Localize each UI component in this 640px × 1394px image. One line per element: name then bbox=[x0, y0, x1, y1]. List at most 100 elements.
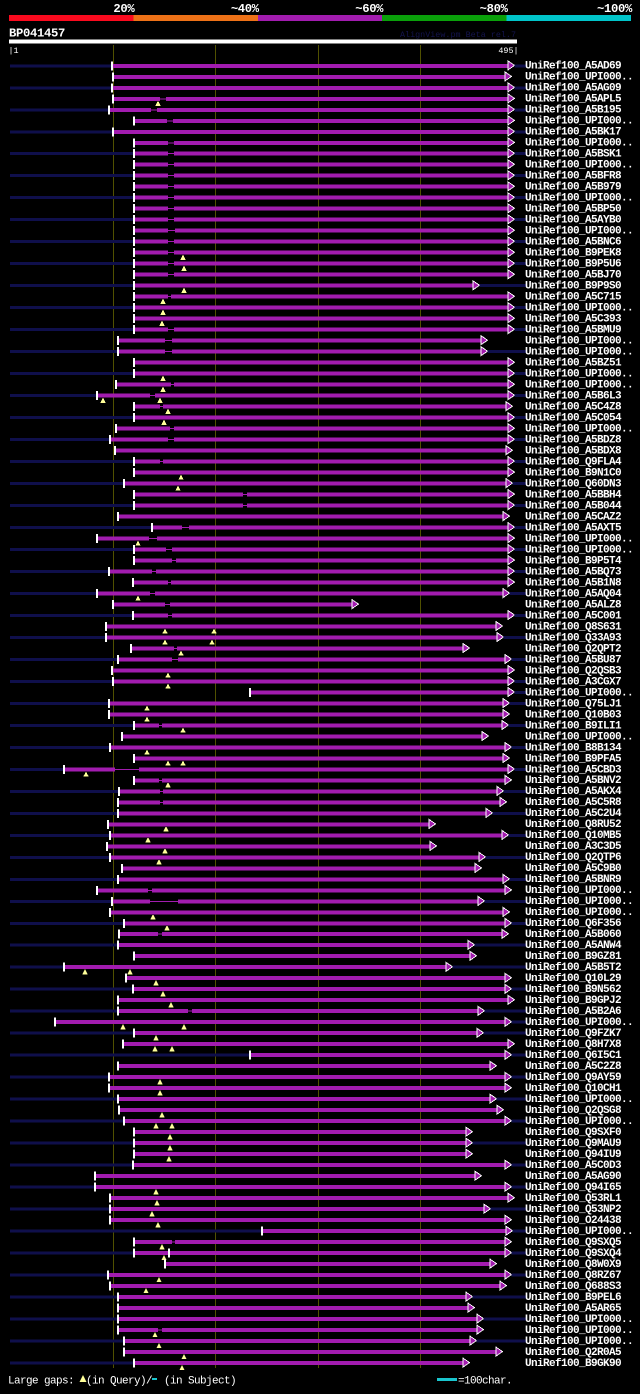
svg-text:UniRef100_A5B060: UniRef100_A5B060 bbox=[525, 929, 621, 941]
svg-text:UniRef100_UPI000..: UniRef100_UPI000.. bbox=[525, 896, 633, 908]
svg-text:UniRef100_B9N1C0: UniRef100_B9N1C0 bbox=[525, 467, 621, 479]
svg-text:UniRef100_A5C0D3: UniRef100_A5C0D3 bbox=[525, 1160, 622, 1172]
svg-text:UniRef100_UPI000..: UniRef100_UPI000.. bbox=[525, 533, 633, 545]
svg-text:UniRef100_Q8H7X8: UniRef100_Q8H7X8 bbox=[525, 1039, 622, 1051]
svg-text:UniRef100_Q9SXQ4: UniRef100_Q9SXQ4 bbox=[525, 1248, 622, 1260]
svg-text:UniRef100_UPI000..: UniRef100_UPI000.. bbox=[525, 193, 633, 205]
svg-text:UniRef100_Q10CH1: UniRef100_Q10CH1 bbox=[525, 1083, 622, 1095]
svg-text:UniRef100_UPI000..: UniRef100_UPI000.. bbox=[525, 544, 633, 556]
svg-text:UniRef100_UPI000..: UniRef100_UPI000.. bbox=[525, 369, 633, 381]
svg-text:UniRef100_B9ILI1: UniRef100_B9ILI1 bbox=[525, 720, 622, 732]
svg-text:UniRef100_B9PEL6: UniRef100_B9PEL6 bbox=[525, 1292, 621, 1304]
svg-text:UniRef100_A5BFR8: UniRef100_A5BFR8 bbox=[525, 171, 622, 183]
svg-text:UniRef100_Q53RL1: UniRef100_Q53RL1 bbox=[525, 1193, 622, 1205]
svg-text:UniRef100_Q2QPT2: UniRef100_Q2QPT2 bbox=[525, 643, 621, 655]
svg-text:UniRef100_Q10L29: UniRef100_Q10L29 bbox=[525, 973, 621, 985]
svg-text:UniRef100_B9GPJ2: UniRef100_B9GPJ2 bbox=[525, 995, 621, 1007]
svg-text:UniRef100_Q9FLA4: UniRef100_Q9FLA4 bbox=[525, 456, 622, 468]
svg-text:UniRef100_UPI000..: UniRef100_UPI000.. bbox=[525, 72, 633, 84]
svg-text:UniRef100_A3C3D5: UniRef100_A3C3D5 bbox=[525, 841, 622, 853]
svg-text:UniRef100_UPI000..: UniRef100_UPI000.. bbox=[525, 138, 633, 150]
svg-text:UniRef100_A5AYB0: UniRef100_A5AYB0 bbox=[525, 215, 621, 227]
svg-text:UniRef100_UPI000..: UniRef100_UPI000.. bbox=[525, 1094, 633, 1106]
svg-text:UniRef100_A5BNR9: UniRef100_A5BNR9 bbox=[525, 874, 621, 886]
svg-text:UniRef100_UPI000..: UniRef100_UPI000.. bbox=[525, 687, 633, 699]
svg-text:UniRef100_UPI000..: UniRef100_UPI000.. bbox=[525, 336, 633, 348]
svg-text:UniRef100_Q9FZK7: UniRef100_Q9FZK7 bbox=[525, 1028, 621, 1040]
svg-text:UniRef100_B9PFA5: UniRef100_B9PFA5 bbox=[525, 753, 622, 765]
svg-text:(in Subject): (in Subject) bbox=[164, 1376, 236, 1388]
svg-text:UniRef100_Q60DN3: UniRef100_Q60DN3 bbox=[525, 478, 622, 490]
svg-text:UniRef100_Q6F356: UniRef100_Q6F356 bbox=[525, 918, 621, 930]
svg-text:BP041457: BP041457 bbox=[9, 27, 65, 41]
svg-text:|1: |1 bbox=[9, 46, 19, 56]
svg-text:UniRef100_A5BDX8: UniRef100_A5BDX8 bbox=[525, 446, 622, 458]
svg-text:UniRef100_A5ALZ8: UniRef100_A5ALZ8 bbox=[525, 599, 622, 611]
svg-text:UniRef100_A5BNV2: UniRef100_A5BNV2 bbox=[525, 775, 621, 787]
svg-text:UniRef100_Q2QTP6: UniRef100_Q2QTP6 bbox=[525, 852, 621, 864]
svg-text:UniRef100_Q9SXF0: UniRef100_Q9SXF0 bbox=[525, 1127, 621, 1139]
svg-text:UniRef100_A5BK17: UniRef100_A5BK17 bbox=[525, 127, 621, 139]
svg-text:UniRef100_A5AR65: UniRef100_A5AR65 bbox=[525, 1303, 622, 1315]
svg-text:UniRef100_Q10MB5: UniRef100_Q10MB5 bbox=[525, 830, 622, 842]
svg-text:UniRef100_A5B2A6: UniRef100_A5B2A6 bbox=[525, 1006, 621, 1018]
svg-text:UniRef100_UPI000..: UniRef100_UPI000.. bbox=[525, 1325, 633, 1337]
svg-text:UniRef100_A3CGX7: UniRef100_A3CGX7 bbox=[525, 676, 621, 688]
svg-text:UniRef100_A5BJ70: UniRef100_A5BJ70 bbox=[525, 270, 621, 282]
svg-text:UniRef100_A5BZ51: UniRef100_A5BZ51 bbox=[525, 358, 622, 370]
svg-text:UniRef100_A5BBH4: UniRef100_A5BBH4 bbox=[525, 489, 622, 501]
svg-text:UniRef100_A5ANW4: UniRef100_A5ANW4 bbox=[525, 940, 622, 952]
svg-text:UniRef100_B9P9S0: UniRef100_B9P9S0 bbox=[525, 281, 621, 293]
svg-text:UniRef100_Q688S3: UniRef100_Q688S3 bbox=[525, 1281, 622, 1293]
svg-text:UniRef100_UPI000..: UniRef100_UPI000.. bbox=[525, 731, 633, 743]
svg-text:UniRef100_Q8RZ67: UniRef100_Q8RZ67 bbox=[525, 1270, 621, 1282]
svg-text:UniRef100_A5C4Z8: UniRef100_A5C4Z8 bbox=[525, 402, 622, 414]
svg-text:UniRef100_A5C2Z8: UniRef100_A5C2Z8 bbox=[525, 1061, 622, 1073]
svg-text:~100%: ~100% bbox=[597, 2, 633, 16]
svg-text:UniRef100_A5AG09: UniRef100_A5AG09 bbox=[525, 83, 621, 95]
svg-text:UniRef100_A5AD69: UniRef100_A5AD69 bbox=[525, 61, 621, 73]
svg-text:(in Query)/: (in Query)/ bbox=[86, 1376, 152, 1388]
svg-text:UniRef100_UPI000..: UniRef100_UPI000.. bbox=[525, 226, 633, 238]
svg-text:UniRef100_A5B6L3: UniRef100_A5B6L3 bbox=[525, 391, 622, 403]
svg-text:UniRef100_UPI000..: UniRef100_UPI000.. bbox=[525, 160, 633, 172]
svg-text:UniRef100_Q94I65: UniRef100_Q94I65 bbox=[525, 1182, 622, 1194]
svg-text:UniRef100_Q8RU52: UniRef100_Q8RU52 bbox=[525, 819, 621, 831]
svg-text:UniRef100_A5B1N8: UniRef100_A5B1N8 bbox=[525, 577, 622, 589]
svg-text:UniRef100_UPI000..: UniRef100_UPI000.. bbox=[525, 303, 633, 315]
svg-text:UniRef100_O24438: UniRef100_O24438 bbox=[525, 1215, 622, 1227]
svg-text:UniRef100_UPI000..: UniRef100_UPI000.. bbox=[525, 1116, 633, 1128]
svg-text:UniRef100_A5BQ73: UniRef100_A5BQ73 bbox=[525, 566, 622, 578]
svg-text:UniRef100_Q94IU9: UniRef100_Q94IU9 bbox=[525, 1149, 621, 1161]
svg-text:UniRef100_B9P5U6: UniRef100_B9P5U6 bbox=[525, 259, 621, 271]
svg-text:UniRef100_A5B044: UniRef100_A5B044 bbox=[525, 500, 622, 512]
svg-text:UniRef100_UPI000..: UniRef100_UPI000.. bbox=[525, 885, 633, 897]
svg-text:UniRef100_A5C9B0: UniRef100_A5C9B0 bbox=[525, 863, 621, 875]
svg-text:UniRef100_UPI000..: UniRef100_UPI000.. bbox=[525, 1226, 633, 1238]
svg-text:UniRef100_UPI000..: UniRef100_UPI000.. bbox=[525, 907, 633, 919]
svg-text:UniRef100_A5C054: UniRef100_A5C054 bbox=[525, 413, 622, 425]
svg-text:UniRef100_Q75LJ1: UniRef100_Q75LJ1 bbox=[525, 698, 622, 710]
svg-text:UniRef100_B9GK90: UniRef100_B9GK90 bbox=[525, 1358, 621, 1370]
svg-text:UniRef100_Q8W0X9: UniRef100_Q8W0X9 bbox=[525, 1259, 621, 1271]
svg-text:UniRef100_Q2R0A5: UniRef100_Q2R0A5 bbox=[525, 1347, 622, 1359]
svg-text:UniRef100_UPI000..: UniRef100_UPI000.. bbox=[525, 380, 633, 392]
svg-text:UniRef100_A5C715: UniRef100_A5C715 bbox=[525, 292, 622, 304]
svg-text:~80%: ~80% bbox=[480, 2, 509, 16]
svg-text:UniRef100_Q2QSG8: UniRef100_Q2QSG8 bbox=[525, 1105, 622, 1117]
svg-text:20%: 20% bbox=[113, 2, 135, 16]
svg-text:UniRef100_A5C5R8: UniRef100_A5C5R8 bbox=[525, 797, 622, 809]
svg-text:=100char.: =100char. bbox=[458, 1376, 512, 1388]
svg-text:UniRef100_A5B979: UniRef100_A5B979 bbox=[525, 182, 621, 194]
svg-text:UniRef100_UPI000..: UniRef100_UPI000.. bbox=[525, 1336, 633, 1348]
svg-text:UniRef100_B9P5T4: UniRef100_B9P5T4 bbox=[525, 555, 622, 567]
svg-text:UniRef100_A5C393: UniRef100_A5C393 bbox=[525, 314, 622, 326]
svg-text:UniRef100_Q9AY59: UniRef100_Q9AY59 bbox=[525, 1072, 621, 1084]
svg-text:UniRef100_A5C2U4: UniRef100_A5C2U4 bbox=[525, 808, 622, 820]
svg-text:UniRef100_B9PEK8: UniRef100_B9PEK8 bbox=[525, 248, 622, 260]
svg-text:~40%: ~40% bbox=[231, 2, 260, 16]
svg-text:UniRef100_B9GZ81: UniRef100_B9GZ81 bbox=[525, 951, 622, 963]
svg-text:UniRef100_A5CAZ2: UniRef100_A5CAZ2 bbox=[525, 511, 621, 523]
svg-text:UniRef100_A5BMU9: UniRef100_A5BMU9 bbox=[525, 325, 621, 337]
svg-text:AlignView.pm Beta rel.7: AlignView.pm Beta rel.7 bbox=[400, 30, 516, 40]
